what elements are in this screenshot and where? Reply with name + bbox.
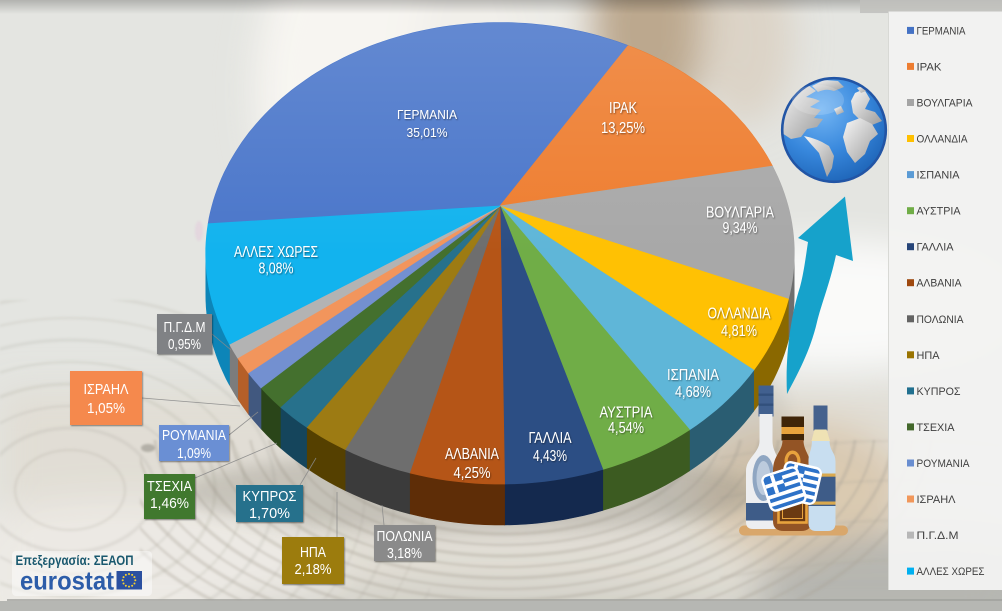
- svg-text:eurostat: eurostat: [20, 566, 114, 596]
- svg-text:ΙΡΑΚ: ΙΡΑΚ: [609, 100, 638, 117]
- svg-text:ΤΣΕΧΙΑ: ΤΣΕΧΙΑ: [147, 478, 192, 495]
- svg-text:ΓΑΛΛΙΑ: ΓΑΛΛΙΑ: [917, 242, 955, 254]
- svg-text:4,43%: 4,43%: [533, 448, 567, 465]
- svg-text:ΡΟΥΜΑΝΙΑ: ΡΟΥΜΑΝΙΑ: [162, 427, 226, 444]
- svg-text:35,01%: 35,01%: [407, 125, 448, 140]
- svg-text:ΙΣΡΑΗΛ: ΙΣΡΑΗΛ: [917, 494, 957, 506]
- svg-text:ΑΥΣΤΡΙΑ: ΑΥΣΤΡΙΑ: [917, 206, 962, 218]
- svg-text:ΙΣΠΑΝΙΑ: ΙΣΠΑΝΙΑ: [667, 367, 720, 384]
- svg-text:9,34%: 9,34%: [723, 220, 758, 237]
- svg-text:ΑΛΒΑΝΙΑ: ΑΛΒΑΝΙΑ: [917, 278, 963, 290]
- svg-text:ΓΕΡΜΑΝΙΑ: ΓΕΡΜΑΝΙΑ: [397, 107, 457, 122]
- svg-text:Π.Γ.Δ.Μ: Π.Γ.Δ.Μ: [917, 530, 959, 542]
- svg-text:1,46%: 1,46%: [150, 495, 189, 512]
- svg-text:ΡΟΥΜΑΝΙΑ: ΡΟΥΜΑΝΙΑ: [917, 458, 971, 470]
- svg-text:ΑΛΛΕΣ ΧΩΡΕΣ: ΑΛΛΕΣ ΧΩΡΕΣ: [234, 244, 318, 261]
- svg-text:1,70%: 1,70%: [249, 505, 290, 522]
- svg-text:4,68%: 4,68%: [675, 384, 711, 401]
- svg-text:ΓΕΡΜΑΝΙΑ: ΓΕΡΜΑΝΙΑ: [917, 25, 967, 37]
- svg-text:4,25%: 4,25%: [454, 465, 491, 482]
- svg-text:ΤΣΕΧΙΑ: ΤΣΕΧΙΑ: [917, 422, 956, 434]
- svg-text:ΙΣΠΑΝΙΑ: ΙΣΠΑΝΙΑ: [917, 170, 961, 182]
- svg-text:0,95%: 0,95%: [168, 336, 201, 353]
- svg-text:ΑΛΛΕΣ ΧΩΡΕΣ: ΑΛΛΕΣ ΧΩΡΕΣ: [917, 566, 985, 578]
- svg-text:8,08%: 8,08%: [259, 261, 294, 278]
- svg-text:3,18%: 3,18%: [387, 545, 422, 562]
- svg-text:1,05%: 1,05%: [87, 400, 125, 417]
- svg-text:ΒΟΥΛΓΑΡΙΑ: ΒΟΥΛΓΑΡΙΑ: [917, 98, 974, 110]
- svg-text:ΚΥΠΡΟΣ: ΚΥΠΡΟΣ: [917, 386, 961, 398]
- svg-text:ΚΥΠΡΟΣ: ΚΥΠΡΟΣ: [243, 488, 297, 505]
- svg-text:13,25%: 13,25%: [601, 120, 645, 137]
- svg-text:ΠΟΛΩΝΙΑ: ΠΟΛΩΝΙΑ: [377, 528, 433, 545]
- svg-text:Επεξεργασία: ΣΕΑΟΠ: Επεξεργασία: ΣΕΑΟΠ: [16, 553, 134, 568]
- svg-text:ΟΛΛΑΝΔΙΑ: ΟΛΛΑΝΔΙΑ: [708, 306, 772, 323]
- svg-text:4,54%: 4,54%: [608, 420, 644, 437]
- svg-text:1,09%: 1,09%: [177, 445, 211, 462]
- svg-text:2,18%: 2,18%: [295, 561, 332, 578]
- svg-text:ΙΡΑΚ: ΙΡΑΚ: [917, 62, 943, 74]
- svg-text:ΙΣΡΑΗΛ: ΙΣΡΑΗΛ: [84, 381, 129, 398]
- svg-text:ΟΛΛΑΝΔΙΑ: ΟΛΛΑΝΔΙΑ: [917, 134, 969, 146]
- svg-text:ΠΟΛΩΝΙΑ: ΠΟΛΩΝΙΑ: [917, 314, 965, 326]
- svg-text:ΑΛΒΑΝΙΑ: ΑΛΒΑΝΙΑ: [445, 446, 500, 463]
- svg-text:4,81%: 4,81%: [721, 323, 757, 340]
- svg-text:ΒΟΥΛΓΑΡΙΑ: ΒΟΥΛΓΑΡΙΑ: [706, 205, 775, 222]
- svg-text:ΓΑΛΛΙΑ: ΓΑΛΛΙΑ: [529, 430, 573, 447]
- svg-text:ΗΠΑ: ΗΠΑ: [300, 544, 326, 561]
- svg-text:ΗΠΑ: ΗΠΑ: [917, 350, 941, 362]
- svg-text:ΑΥΣΤΡΙΑ: ΑΥΣΤΡΙΑ: [600, 405, 654, 422]
- svg-text:Π.Γ.Δ.Μ: Π.Γ.Δ.Μ: [164, 319, 206, 336]
